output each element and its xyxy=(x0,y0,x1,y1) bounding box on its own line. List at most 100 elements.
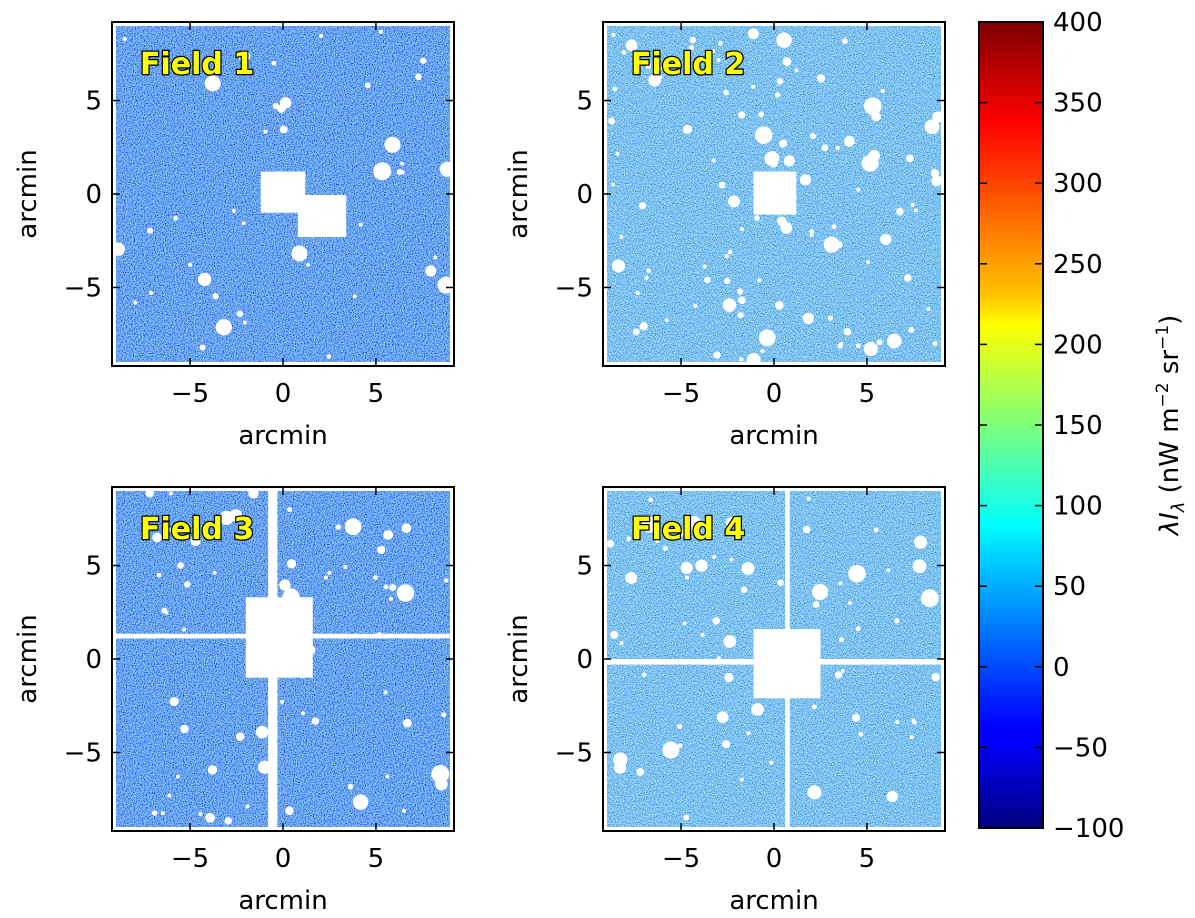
mask-source xyxy=(164,610,169,615)
mask-source xyxy=(300,711,306,716)
mask-source xyxy=(711,48,716,53)
mask-source xyxy=(712,616,720,625)
mask-source xyxy=(843,328,852,336)
mask-source xyxy=(739,356,744,362)
colorbar-label-part: −2 xyxy=(1153,382,1173,407)
y-axis-label: arcmin xyxy=(13,614,43,703)
mask-source xyxy=(415,73,422,81)
mask-source xyxy=(722,740,731,749)
y-tick-label: 0 xyxy=(576,645,593,675)
colorbar-label-part: sr xyxy=(1155,350,1185,383)
mask-source xyxy=(388,146,393,151)
mask-source xyxy=(831,224,837,230)
x-tick-label: −5 xyxy=(171,844,209,874)
x-axis-label: arcmin xyxy=(238,421,327,451)
mask-source xyxy=(612,86,618,92)
mask-source xyxy=(199,344,206,351)
mask-source xyxy=(816,74,826,83)
panel-title: Field 3 xyxy=(140,512,254,547)
mask-source xyxy=(932,111,944,123)
mask-source xyxy=(257,760,272,774)
mask-source xyxy=(431,765,450,783)
mask-source xyxy=(764,661,775,673)
mask-source xyxy=(783,155,795,167)
mask-source xyxy=(280,699,285,704)
mask-source xyxy=(664,318,669,323)
panel: −5 0 5 −5 0 5 arcmin arcmin Field 2 xyxy=(504,21,946,451)
mask-source xyxy=(809,233,814,238)
mask-source xyxy=(112,242,126,256)
mask-source xyxy=(402,808,407,813)
mask-source xyxy=(886,568,891,573)
y-axis-label: arcmin xyxy=(504,149,534,238)
mask-source xyxy=(619,234,624,240)
mask-source xyxy=(931,672,940,682)
mask-source xyxy=(689,36,696,44)
mask-source xyxy=(835,145,840,151)
y-tick-label: 5 xyxy=(576,552,593,582)
x-tick-label: 5 xyxy=(859,844,876,874)
mask-source xyxy=(876,339,883,346)
mask-source xyxy=(789,651,798,660)
colorbar-tick-label: 250 xyxy=(1053,250,1103,280)
mask-source xyxy=(219,510,234,526)
mask-source xyxy=(778,139,788,148)
mask-source xyxy=(376,631,382,637)
mask-source xyxy=(747,28,759,40)
mask-source xyxy=(871,111,881,122)
mask-source xyxy=(811,704,817,710)
mask-source xyxy=(326,354,332,359)
mask-source xyxy=(212,570,217,575)
mask-source xyxy=(279,125,288,134)
colorbar-label-part: λ xyxy=(1168,502,1189,514)
mask-source xyxy=(285,609,293,618)
mask-source xyxy=(782,57,792,66)
mask-source xyxy=(373,575,378,580)
mask-source xyxy=(856,187,861,192)
mask-source xyxy=(319,33,324,39)
mask-source xyxy=(716,57,721,63)
panel: −5 0 5 −5 0 5 arcmin arcmin Field 1 xyxy=(13,21,455,451)
mask-source xyxy=(858,731,864,737)
image xyxy=(603,487,945,831)
mask-source xyxy=(739,777,744,782)
mask-source xyxy=(425,265,437,277)
mask-source xyxy=(443,578,449,583)
mask-source xyxy=(638,202,647,210)
image xyxy=(607,26,944,366)
mask-source xyxy=(277,643,283,648)
mask-source xyxy=(231,208,236,213)
colorbar xyxy=(978,21,1044,829)
mask-source xyxy=(205,812,216,823)
colorbar-tick-label: −50 xyxy=(1053,733,1108,763)
mask-source xyxy=(212,293,219,300)
mask-source xyxy=(149,290,154,296)
mask-source xyxy=(151,810,158,816)
mask-source xyxy=(758,329,776,347)
panel-title: Field 4 xyxy=(631,512,745,547)
mask-source xyxy=(835,241,843,249)
mask-source xyxy=(880,233,892,246)
mask-source xyxy=(608,117,616,125)
mask-source xyxy=(680,561,693,574)
colorbar-tick-label: 300 xyxy=(1053,169,1103,199)
mask-source xyxy=(702,264,707,269)
mask-source xyxy=(697,529,702,534)
x-axis-label: arcmin xyxy=(238,886,327,914)
mask-source xyxy=(263,129,268,134)
colorbar-label-part: λI xyxy=(1155,512,1185,537)
mask-source xyxy=(676,723,683,730)
colorbar-tick-label: 0 xyxy=(1053,653,1070,683)
mask-region xyxy=(297,194,347,237)
y-axis-label: arcmin xyxy=(504,614,534,703)
mask-source xyxy=(896,207,904,216)
mask-source xyxy=(255,725,269,739)
mask-source xyxy=(610,630,619,640)
mask-source xyxy=(383,529,394,540)
mask-source xyxy=(625,572,638,584)
mask-source xyxy=(636,767,645,776)
mask-source xyxy=(913,535,928,549)
mask-source xyxy=(224,817,232,825)
mask-source xyxy=(838,581,843,586)
mask-source xyxy=(401,523,412,534)
